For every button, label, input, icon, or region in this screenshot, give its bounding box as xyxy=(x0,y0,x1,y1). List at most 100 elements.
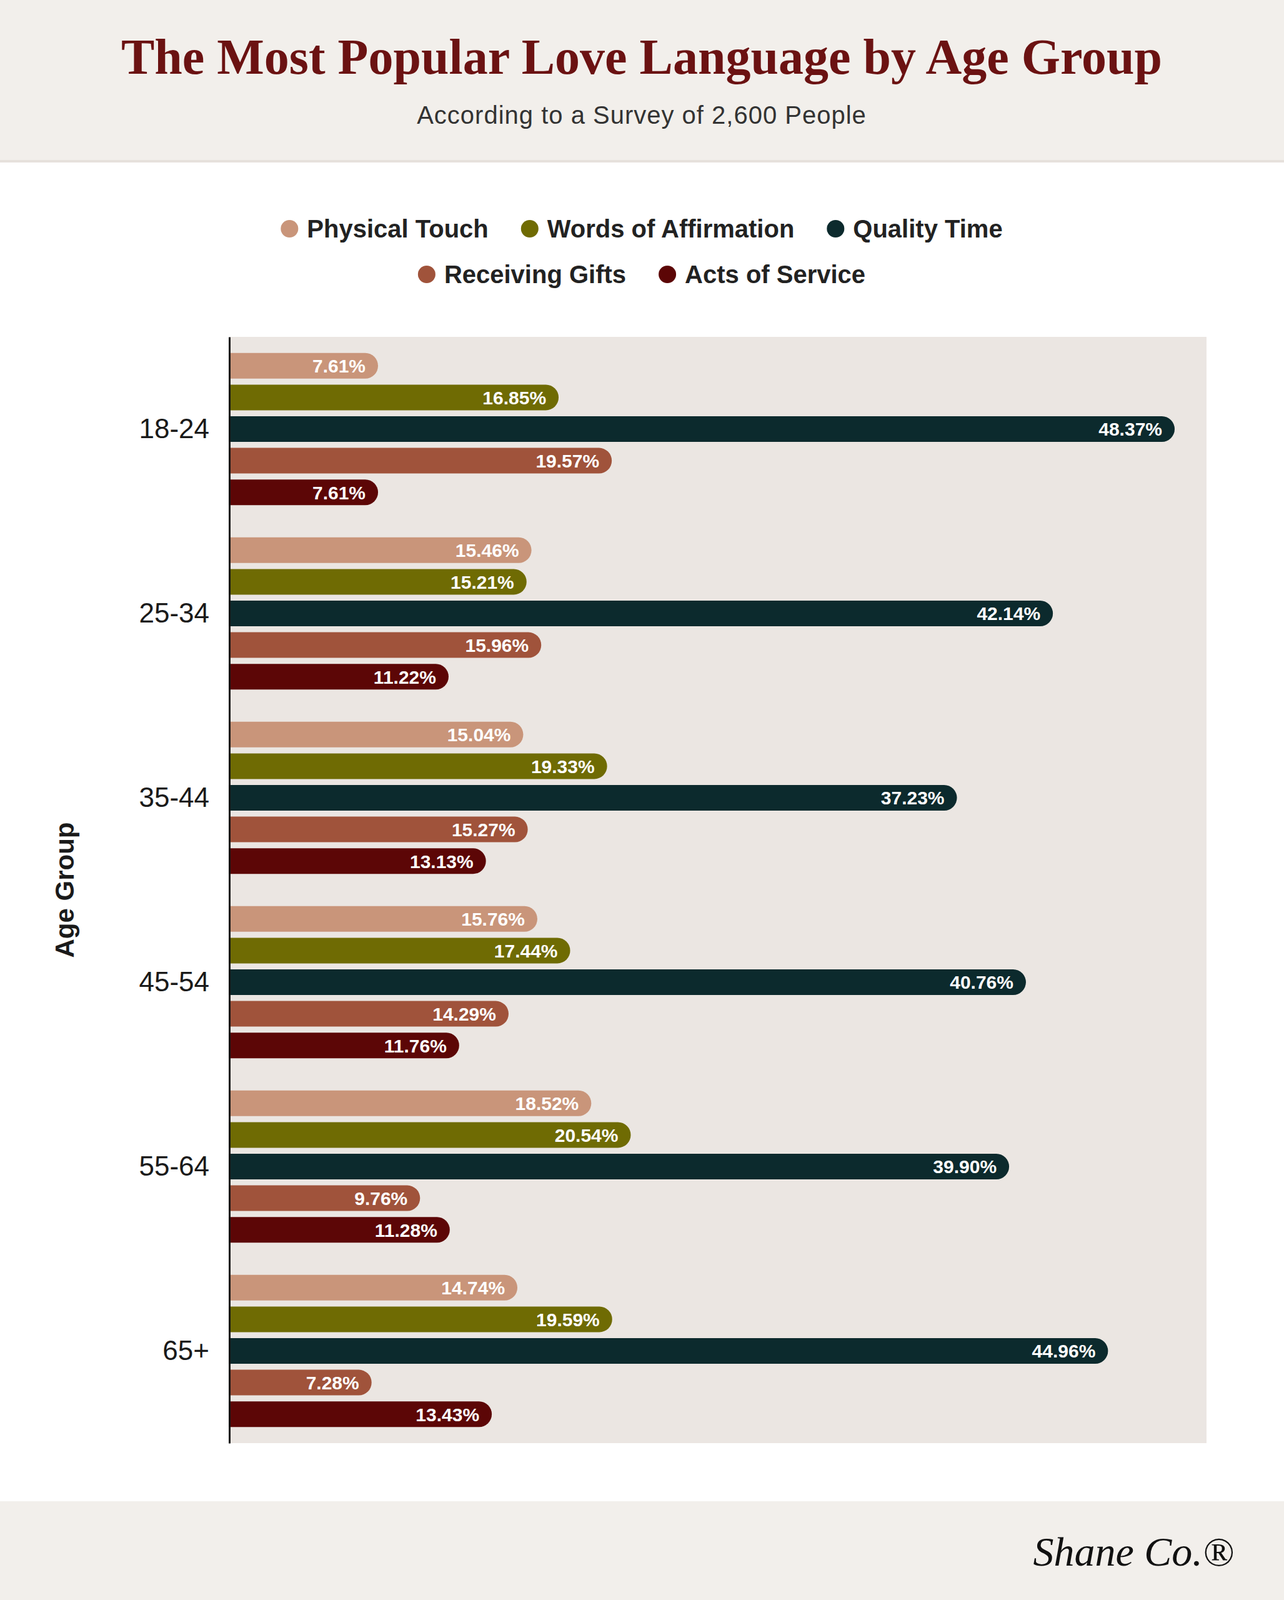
legend-swatch xyxy=(280,219,299,238)
data-label: 48.37% xyxy=(1098,418,1163,440)
data-label: 15.46% xyxy=(455,539,520,561)
legend-item: Quality Time xyxy=(826,214,1003,243)
legend-label: Words of Affirmation xyxy=(547,214,795,243)
legend-item: Words of Affirmation xyxy=(521,214,795,243)
y-axis-line xyxy=(228,337,231,1444)
legend-label: Acts of Service xyxy=(684,260,866,289)
data-label: 42.14% xyxy=(976,602,1041,624)
data-label: 14.29% xyxy=(432,1003,497,1025)
data-label: 20.54% xyxy=(554,1124,619,1146)
bar xyxy=(229,416,1175,442)
legend-item: Physical Touch xyxy=(280,214,488,243)
subtitle: According to a Survey of 2,600 People xyxy=(416,101,867,129)
data-label: 7.61% xyxy=(312,355,366,377)
legend-swatch xyxy=(418,265,436,284)
data-label: 19.59% xyxy=(536,1308,600,1330)
data-label: 11.28% xyxy=(374,1219,438,1241)
bar xyxy=(229,1153,1010,1180)
data-label: 11.76% xyxy=(384,1035,447,1056)
data-label: 15.04% xyxy=(447,724,512,745)
bar xyxy=(229,447,612,474)
legend-item: Acts of Service xyxy=(658,260,866,289)
y-tick: 65+ xyxy=(162,1334,210,1366)
data-label: 19.57% xyxy=(535,450,600,472)
bar xyxy=(229,1274,518,1301)
data-label: 13.43% xyxy=(415,1403,480,1425)
bar xyxy=(229,600,1053,627)
data-label: 7.61% xyxy=(312,482,366,503)
data-label: 16.85% xyxy=(482,387,547,409)
data-label: 9.76% xyxy=(354,1187,408,1209)
bar xyxy=(229,384,559,410)
bars xyxy=(229,353,1175,1427)
data-label: 7.28% xyxy=(306,1372,360,1393)
y-tick: 55-64 xyxy=(138,1150,210,1181)
bar xyxy=(229,905,538,932)
bar xyxy=(229,752,608,779)
bar xyxy=(229,568,527,595)
bar xyxy=(229,969,1026,995)
logo: Shane Co.® xyxy=(1033,1528,1235,1574)
legend-swatch xyxy=(521,219,539,238)
plot-frame xyxy=(229,336,1207,1443)
y-tick-label: 35-44 xyxy=(138,781,210,813)
y-tick: 35-44 xyxy=(138,781,210,813)
header-shadow xyxy=(0,159,1284,163)
data-label: 15.21% xyxy=(450,571,515,593)
legend-item: Receiving Gifts xyxy=(418,260,627,289)
bar xyxy=(229,721,523,748)
bar xyxy=(229,1369,372,1396)
bar xyxy=(229,632,542,658)
bar xyxy=(229,1185,420,1211)
y-tick-label: 25-34 xyxy=(138,597,210,628)
bar xyxy=(229,1337,1108,1364)
data-label: 15.27% xyxy=(451,819,516,840)
data-label: 14.74% xyxy=(441,1277,505,1298)
bar xyxy=(229,937,571,963)
bar xyxy=(229,847,487,874)
bar xyxy=(229,1400,492,1427)
bar xyxy=(229,663,449,690)
legend-label: Physical Touch xyxy=(306,214,488,243)
legend-label: Quality Time xyxy=(852,214,1003,243)
data-label: 11.22% xyxy=(373,666,437,688)
bar xyxy=(229,537,532,563)
y-tick-label: 65+ xyxy=(162,1334,210,1366)
bar xyxy=(229,1305,613,1332)
data-label: 18.52% xyxy=(515,1092,580,1114)
y-tick-label: 55-64 xyxy=(138,1150,210,1181)
legend: Physical Touch Words of Affirmation Qualit… xyxy=(280,214,1003,289)
legend-swatch xyxy=(658,265,677,284)
y-tick: 45-54 xyxy=(138,965,210,997)
title: The Most Popular Love Language by Age Gr… xyxy=(121,29,1163,85)
data-label: 37.23% xyxy=(880,787,945,808)
y-tick-label: 18-24 xyxy=(138,413,210,444)
bar xyxy=(229,479,379,505)
bar xyxy=(229,1216,450,1243)
bar xyxy=(229,1090,592,1116)
data-label: 15.96% xyxy=(464,634,529,656)
bar xyxy=(229,784,958,811)
bar xyxy=(229,816,528,843)
bar xyxy=(229,1000,509,1027)
data-label: 15.76% xyxy=(461,908,525,930)
legend-swatch xyxy=(826,219,845,238)
data-label: 44.96% xyxy=(1032,1340,1096,1361)
y-tick: 18-24 xyxy=(138,413,210,444)
y-tick: 25-34 xyxy=(138,597,210,628)
bar xyxy=(229,1032,460,1058)
chart-svg: The Most Popular Love Language by Age Gr… xyxy=(0,0,1284,1600)
data-labels: 7.61% 15.46% 15.04% 15.76% 18.52% 14.74% 16.85… xyxy=(306,355,1163,1424)
bar xyxy=(229,1121,631,1148)
chart-container: The Most Popular Love Language by Age Gr… xyxy=(0,0,1284,1600)
data-label: 40.76% xyxy=(949,971,1014,993)
data-label: 39.90% xyxy=(932,1155,997,1177)
header-band xyxy=(0,0,1284,160)
data-label: 19.33% xyxy=(531,756,595,777)
y-tick-label: 45-54 xyxy=(138,965,210,997)
y-axis: 18-24 25-34 35-44 45-54 55-64 65+ xyxy=(138,337,230,1444)
y-axis-title: Age Group xyxy=(49,822,80,958)
bar xyxy=(229,353,379,379)
data-label: 17.44% xyxy=(494,940,558,961)
footer-band xyxy=(0,1500,1284,1600)
